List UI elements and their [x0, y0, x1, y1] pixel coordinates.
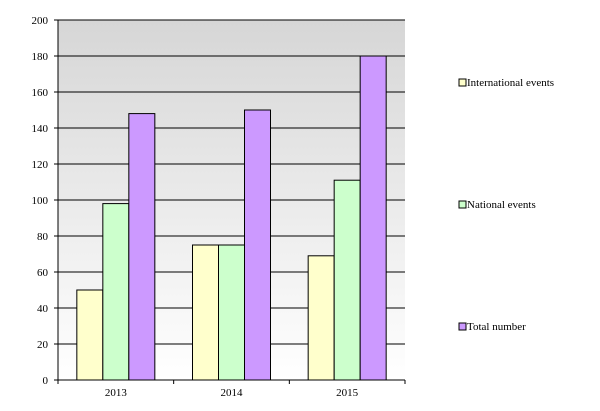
legend-label: Total number — [467, 321, 526, 333]
y-tick-labels: 0 20 40 60 80 100 120 140 160 180 200 — [32, 15, 49, 387]
x-tick-label: 2014 — [221, 387, 244, 399]
legend: International events National events Total… — [458, 77, 554, 333]
y-tick-label: 0 — [43, 375, 49, 387]
bar-international-events-2013 — [76, 289, 104, 381]
legend-label: International events — [467, 77, 554, 89]
y-tick-label: 100 — [32, 195, 49, 207]
bar-total-number-2014 — [244, 109, 271, 381]
bar-total-number-2015 — [359, 55, 387, 381]
legend-label: National events — [467, 199, 536, 211]
y-tick-label: 40 — [37, 303, 49, 315]
legend-swatch — [458, 78, 467, 87]
y-tick-label: 140 — [32, 123, 49, 135]
y-tick-label: 160 — [32, 87, 49, 99]
bar-international-events-2014 — [192, 244, 219, 381]
bar-national-events-2015 — [333, 179, 361, 381]
y-tick-label: 180 — [32, 51, 49, 63]
axes — [54, 19, 406, 384]
y-tick-label: 120 — [32, 159, 49, 171]
y-tick-label: 80 — [37, 231, 49, 243]
bar-national-events-2013 — [102, 203, 130, 381]
bar-total-number-2013 — [128, 113, 156, 381]
legend-swatch — [458, 322, 467, 331]
y-tick-label: 60 — [37, 267, 49, 279]
x-tick-label: 2013 — [105, 387, 128, 399]
bars — [76, 55, 387, 381]
y-tick-label: 200 — [32, 15, 49, 27]
x-tick-label: 2015 — [336, 387, 359, 399]
x-tick-labels: 2013 2014 2015 — [105, 387, 359, 399]
y-tick-label: 20 — [37, 339, 49, 351]
legend-swatch — [458, 200, 467, 209]
bar-national-events-2014 — [218, 244, 245, 381]
bar-international-events-2015 — [307, 255, 335, 381]
